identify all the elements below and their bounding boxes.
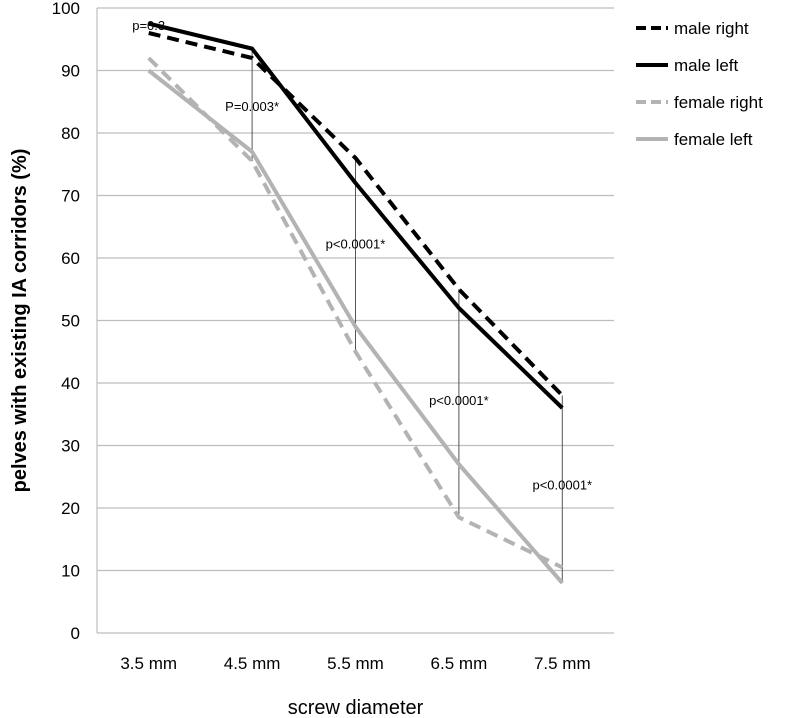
y-tick-label: 10 (61, 562, 80, 581)
p-value-label: p<0.0001* (429, 393, 489, 408)
legend-label: male left (674, 56, 739, 75)
series-line-male-right (148, 31, 564, 397)
y-tick-label: 0 (71, 624, 80, 643)
y-axis-label: pelves with existing IA corridors (%) (9, 149, 31, 493)
significance-lines (251, 48, 563, 583)
p-value-label: P=0.003* (225, 99, 279, 114)
significance-annotations: p=0.3 P=0.003* p<0.0001* p<0.0001* p<0.0001* (132, 18, 592, 492)
legend: male right male left female right female le… (636, 19, 763, 149)
p-value-label: p<0.0001* (326, 237, 386, 252)
legend-label: male right (674, 19, 749, 38)
x-tick-label: 7.5 mm (534, 654, 591, 673)
y-tick-label: 30 (61, 437, 80, 456)
p-value-label: p<0.0001* (532, 477, 592, 492)
x-tick-label: 5.5 mm (327, 654, 384, 673)
y-tick-labels: 0 10 20 30 40 50 60 70 80 90 100 (52, 0, 80, 643)
series-line-male-left (148, 21, 564, 410)
legend-label: female left (674, 130, 753, 149)
x-axis-label: screw diameter (288, 697, 424, 718)
y-tick-label: 60 (61, 249, 80, 268)
p-value-label: p=0.3 (132, 18, 165, 33)
y-tick-label: 70 (61, 187, 80, 206)
x-tick-label: 6.5 mm (431, 654, 488, 673)
x-tick-label: 4.5 mm (224, 654, 281, 673)
y-tick-label: 80 (61, 124, 80, 143)
y-tick-label: 90 (61, 62, 80, 81)
y-tick-label: 50 (61, 312, 80, 331)
x-tick-label: 3.5 mm (120, 654, 177, 673)
series-line-female-left (147, 68, 564, 585)
y-tick-label: 20 (61, 499, 80, 518)
y-tick-label: 100 (52, 0, 80, 18)
series-lines (147, 21, 564, 585)
legend-label: female right (674, 93, 763, 112)
y-tick-label: 40 (61, 374, 80, 393)
x-tick-labels: 3.5 mm 4.5 mm 5.5 mm 6.5 mm 7.5 mm (120, 654, 590, 673)
